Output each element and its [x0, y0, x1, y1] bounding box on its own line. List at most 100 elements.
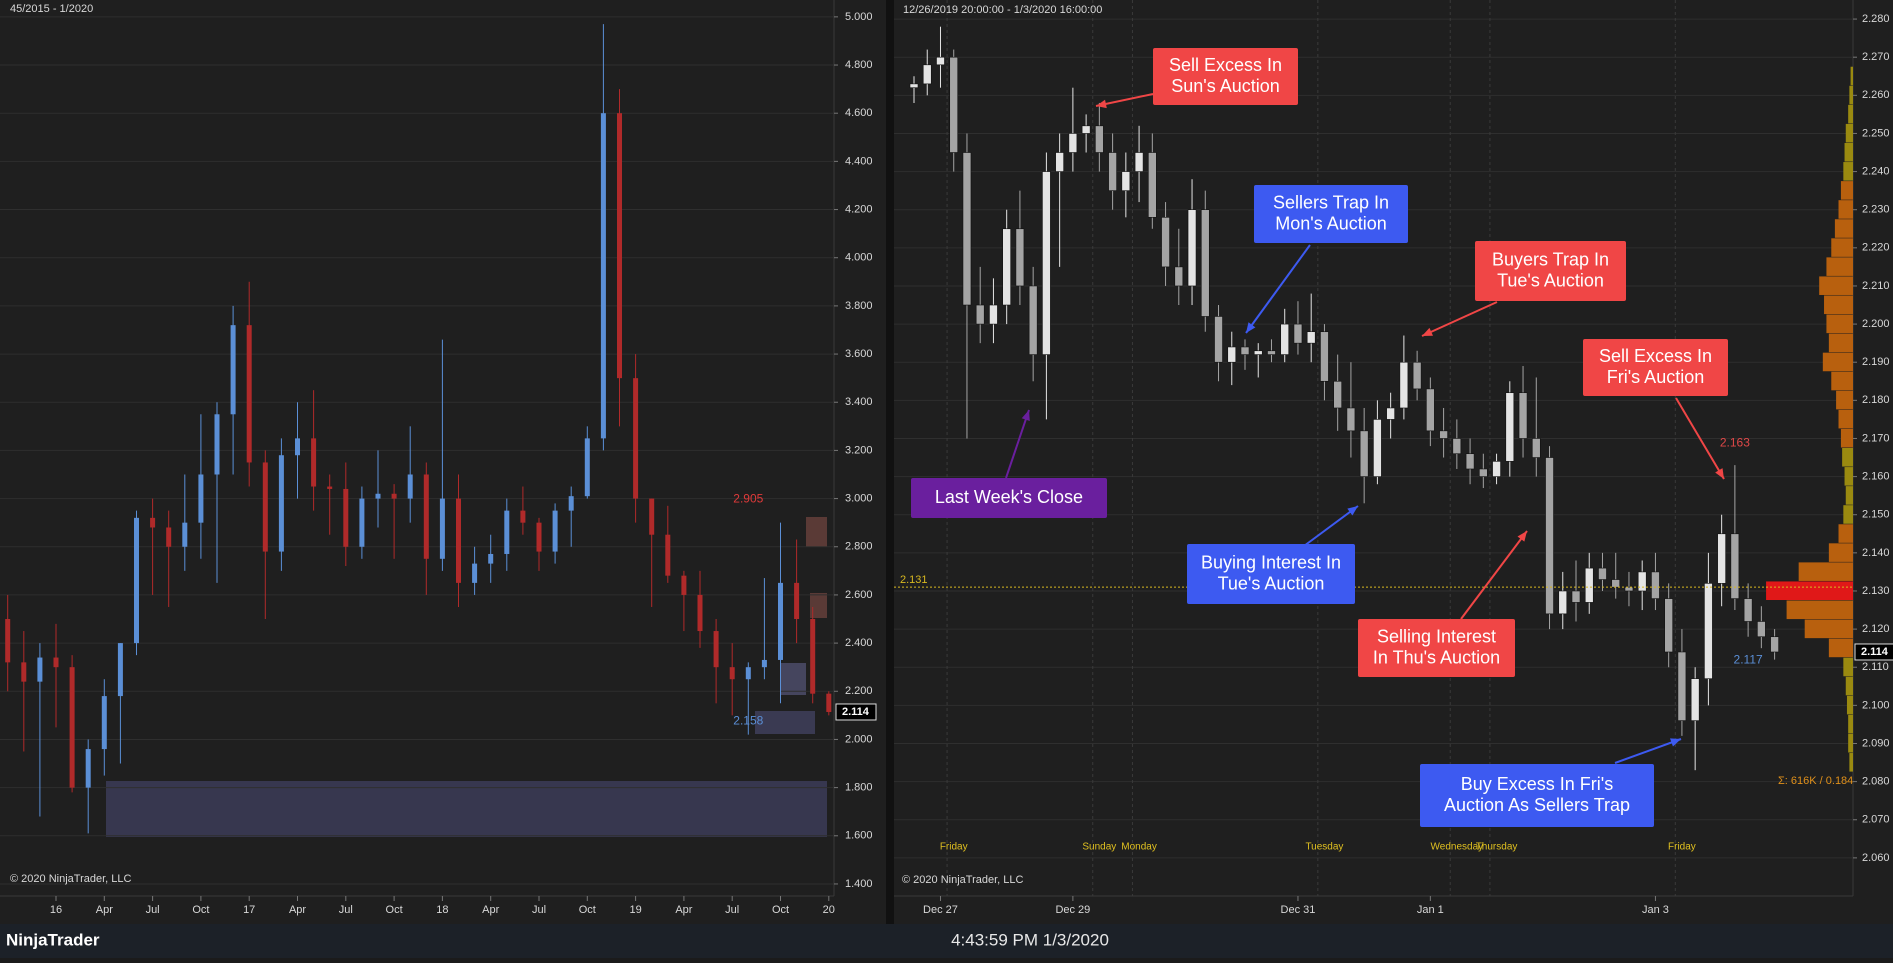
- candle-body: [37, 657, 43, 682]
- candle-body: [1108, 152, 1117, 191]
- candle-body: [311, 438, 317, 487]
- profile-bar: [1846, 695, 1853, 715]
- candle-body: [327, 486, 333, 489]
- candle-body: [1717, 533, 1726, 584]
- x-tick-label: 19: [629, 904, 641, 916]
- candle-body: [278, 455, 284, 552]
- candle-body: [1757, 621, 1766, 638]
- y-tick-label: 2.230: [1862, 204, 1890, 216]
- y-tick-label: 2.110: [1862, 661, 1889, 673]
- x-tick-label: Jul: [339, 904, 353, 916]
- x-tick-label: Apr: [675, 904, 692, 916]
- y-tick-label: 2.170: [1862, 432, 1890, 444]
- x-tick-label: Oct: [772, 904, 789, 916]
- y-tick-label: 2.090: [1862, 737, 1890, 749]
- last-price: 2.114: [842, 706, 870, 718]
- annotation-text: Sell Excess In: [1169, 55, 1282, 75]
- x-tick-label: Oct: [192, 904, 209, 916]
- candle-body: [134, 517, 139, 644]
- candle-body: [1095, 125, 1104, 153]
- y-tick-label: 2.280: [1862, 13, 1890, 25]
- x-tick-label: 16: [50, 904, 62, 916]
- candle-body: [1174, 266, 1184, 287]
- y-tick-label: 4.000: [845, 252, 873, 264]
- candle-body: [1280, 323, 1290, 355]
- y-tick-label: 2.200: [845, 685, 873, 697]
- x-tick-label: Oct: [386, 904, 403, 916]
- arrow-head: [1670, 738, 1681, 747]
- candle-body: [1545, 457, 1554, 615]
- y-tick-label: 2.160: [1862, 471, 1890, 483]
- x-tick-label: 17: [243, 904, 255, 916]
- candle-body: [1187, 209, 1197, 287]
- candle-body: [1002, 228, 1011, 306]
- candle-body: [810, 619, 816, 694]
- profile-bar: [1848, 733, 1853, 753]
- zone: [106, 781, 827, 837]
- candle-body: [1200, 209, 1210, 317]
- y-tick-label: 3.400: [845, 396, 873, 408]
- profile-bar: [1786, 600, 1853, 620]
- candle-body: [713, 631, 719, 668]
- profile-bar: [1844, 142, 1853, 162]
- profile-bar: [1828, 638, 1853, 658]
- candle-body: [1518, 392, 1528, 439]
- annotation-box: [1583, 339, 1728, 396]
- candle-body: [85, 749, 91, 788]
- profile-bar: [1834, 219, 1853, 238]
- candle-body: [1081, 125, 1091, 134]
- candle-body: [697, 594, 703, 632]
- status-bar: [0, 924, 1893, 958]
- arrow-head: [1422, 327, 1433, 336]
- arrow-head: [1096, 99, 1107, 109]
- candle-body: [1121, 171, 1131, 191]
- candle-body: [101, 696, 107, 750]
- candle-body: [1267, 350, 1276, 355]
- candle-body: [1399, 361, 1409, 409]
- y-tick-label: 2.400: [845, 637, 873, 649]
- profile-bar: [1798, 562, 1853, 581]
- candle-body: [1346, 407, 1356, 432]
- candle-body: [439, 498, 445, 559]
- annotation-text: Buyers Trap In: [1492, 249, 1609, 269]
- arrow-head: [1246, 322, 1256, 333]
- x-tick-label: Jan 3: [1642, 904, 1669, 916]
- candle-body: [1611, 579, 1621, 588]
- annotation-box: [1358, 619, 1515, 677]
- candle-body: [1055, 152, 1064, 172]
- candle-body: [1134, 152, 1144, 172]
- candle-body: [117, 643, 123, 697]
- y-tick-label: 1.600: [845, 830, 873, 842]
- profile-bar: [1840, 181, 1853, 200]
- candle-body: [1161, 217, 1170, 268]
- candle-body: [681, 575, 687, 595]
- candle-body: [633, 378, 639, 499]
- last-price-box: [835, 703, 877, 721]
- candle-body: [359, 498, 365, 547]
- candle-body: [600, 113, 606, 439]
- chart-header: 45/2015 - 1/2020: [10, 3, 93, 15]
- arrow-head: [1715, 468, 1724, 479]
- candle-body: [407, 474, 413, 499]
- candle-body: [198, 474, 204, 523]
- candle-body: [962, 152, 972, 306]
- day-label: Thursday: [1476, 842, 1518, 853]
- candle-body: [584, 438, 590, 497]
- x-tick-label: Jul: [532, 904, 546, 916]
- day-label: Tuesday: [1305, 842, 1343, 853]
- candle-body: [150, 517, 156, 528]
- candle-body: [1028, 285, 1038, 355]
- x-tick-label: Jan 1: [1417, 904, 1444, 916]
- y-tick-label: 2.120: [1862, 623, 1890, 635]
- x-tick-label: Jul: [146, 904, 160, 916]
- copyright: © 2020 NinjaTrader, LLC: [902, 874, 1023, 886]
- copyright: © 2020 NinjaTrader, LLC: [10, 873, 131, 885]
- candle-body: [1306, 331, 1316, 344]
- annotation-box: [1187, 544, 1355, 604]
- candle-body: [69, 667, 75, 788]
- profile-bar: [1848, 714, 1853, 734]
- candle-body: [1558, 590, 1568, 615]
- y-tick-label: 2.060: [1862, 852, 1890, 864]
- right-panel: [894, 0, 1893, 924]
